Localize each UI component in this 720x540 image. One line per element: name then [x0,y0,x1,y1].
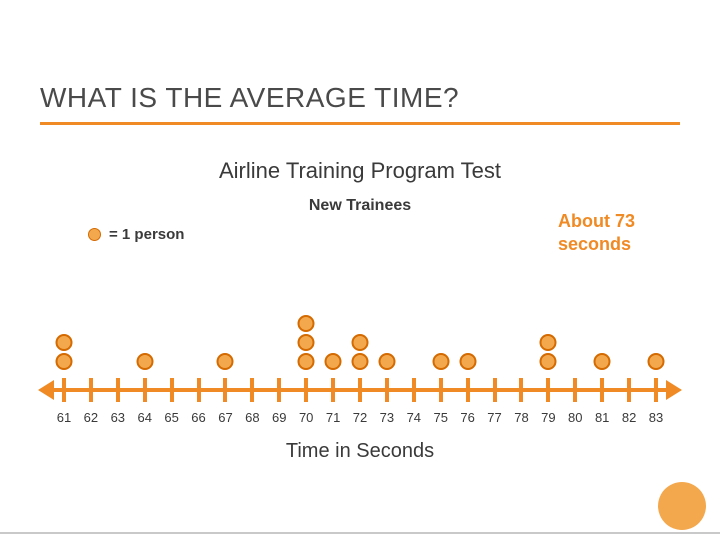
data-dot [136,353,153,370]
data-dot [56,334,73,351]
axis-tick-label: 82 [622,410,636,425]
axis-tick-label: 70 [299,410,313,425]
slide: { "title": "WHAT IS THE AVERAGE TIME?", … [0,0,720,540]
axis-tick [439,378,443,402]
axis-tick-label: 79 [541,410,555,425]
legend: = 1 person [88,226,184,243]
axis-tick [116,378,120,402]
axis-tick [304,378,308,402]
data-dot [298,315,315,332]
slide-title: WHAT IS THE AVERAGE TIME? [40,82,459,114]
axis-tick-label: 77 [487,410,501,425]
axis-tick [546,378,550,402]
axis-tick-label: 69 [272,410,286,425]
subtitle-program: Airline Training Program Test [0,158,720,184]
axis-tick [412,378,416,402]
axis-tick-label: 78 [514,410,528,425]
axis-tick [197,378,201,402]
axis-tick [600,378,604,402]
title-underline [40,122,680,125]
axis-tick-label: 81 [595,410,609,425]
axis-tick-label: 65 [164,410,178,425]
data-dot [56,353,73,370]
axis-tick [250,378,254,402]
axis-tick [519,378,523,402]
axis-tick [277,378,281,402]
axis-tick [62,378,66,402]
axis-tick [358,378,362,402]
axis-tick-label: 72 [353,410,367,425]
axis-tick [143,378,147,402]
axis-tick [89,378,93,402]
axis-tick [223,378,227,402]
data-dot [352,353,369,370]
axis-tick-label: 74 [407,410,421,425]
legend-text: = 1 person [109,226,184,243]
axis-tick-label: 64 [137,410,151,425]
axis-tick-label: 68 [245,410,259,425]
axis-tick-label: 76 [460,410,474,425]
axis-tick-label: 71 [326,410,340,425]
axis-tick [627,378,631,402]
axis-tick [573,378,577,402]
answer-text: About 73 seconds [558,210,668,255]
axis-tick [331,378,335,402]
axis-tick [170,378,174,402]
data-dot [648,353,665,370]
data-dot [594,353,611,370]
axis-tick-label: 67 [218,410,232,425]
axis-tick [654,378,658,402]
axis-tick-label: 66 [191,410,205,425]
data-dot [540,353,557,370]
axis-tick-label: 83 [649,410,663,425]
bottom-rule [0,532,720,534]
data-dot [298,353,315,370]
axis-tick-label: 62 [84,410,98,425]
data-dot [352,334,369,351]
decorative-circle-icon [658,482,706,530]
data-dot [432,353,449,370]
axis-tick [385,378,389,402]
dotplot-chart: 6162636465666768697071727374757677787980… [42,370,678,410]
axis-tick-label: 80 [568,410,582,425]
data-dot [325,353,342,370]
axis-tick-label: 61 [57,410,71,425]
axis-tick [493,378,497,402]
axis-arrow-right-icon [666,380,682,400]
data-dot [378,353,395,370]
data-dot [217,353,234,370]
axis-tick-label: 63 [111,410,125,425]
axis-tick-label: 73 [380,410,394,425]
axis-tick [466,378,470,402]
data-dot [298,334,315,351]
x-axis-label: Time in Seconds [0,440,720,463]
legend-dot-icon [88,228,101,241]
axis-tick-label: 75 [433,410,447,425]
data-dot [459,353,476,370]
data-dot [540,334,557,351]
